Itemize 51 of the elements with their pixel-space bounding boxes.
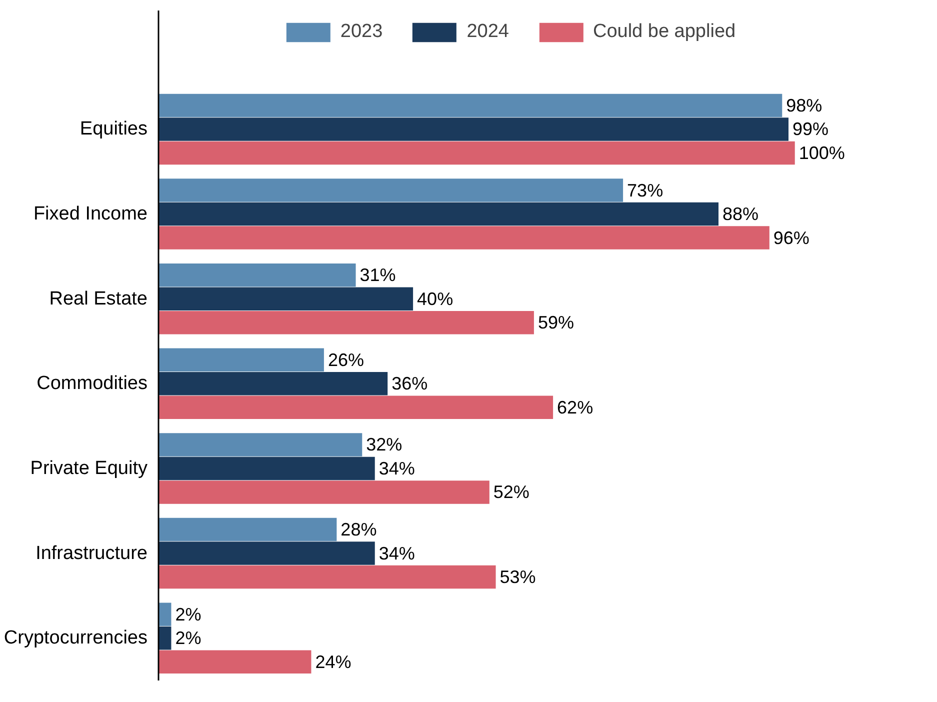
legend-label: 2024 bbox=[466, 21, 509, 43]
data-label: 99% bbox=[792, 119, 829, 140]
y-tick-label: Commodities bbox=[36, 373, 148, 394]
data-label: 2% bbox=[175, 628, 202, 648]
bar bbox=[158, 456, 375, 480]
data-label: 62% bbox=[557, 397, 594, 418]
data-label: 100% bbox=[798, 142, 845, 163]
data-label: 53% bbox=[500, 567, 536, 588]
bar bbox=[158, 650, 312, 674]
bar bbox=[158, 433, 362, 456]
bar bbox=[158, 602, 172, 626]
legend-label: 2023 bbox=[340, 21, 383, 43]
bar bbox=[158, 372, 388, 396]
bar bbox=[158, 348, 324, 372]
data-label: 32% bbox=[366, 434, 402, 455]
bar bbox=[158, 226, 770, 250]
bar bbox=[158, 263, 356, 287]
data-label: 52% bbox=[493, 482, 530, 502]
data-label: 2% bbox=[175, 604, 202, 624]
bar bbox=[158, 542, 375, 565]
data-label: 26% bbox=[328, 350, 364, 370]
data-label: 34% bbox=[378, 543, 415, 564]
data-label: 31% bbox=[360, 265, 396, 286]
bar bbox=[158, 202, 718, 226]
bar bbox=[158, 565, 496, 589]
data-label: 28% bbox=[340, 520, 377, 540]
data-label: 34% bbox=[378, 458, 415, 478]
bar bbox=[158, 310, 534, 334]
y-tick-label: Private Equity bbox=[30, 458, 148, 479]
y-tick-label: Real Estate bbox=[49, 288, 148, 310]
bar bbox=[158, 178, 624, 202]
bar bbox=[158, 518, 337, 542]
bar bbox=[158, 94, 782, 118]
bar bbox=[158, 118, 788, 141]
y-tick-label: Infrastructure bbox=[36, 542, 148, 564]
data-label: 40% bbox=[417, 288, 454, 309]
y-tick-label: Equities bbox=[80, 118, 148, 140]
bar bbox=[158, 287, 414, 310]
y-tick-label: Fixed Income bbox=[33, 204, 148, 225]
y-tick-label: Cryptocurrencies bbox=[4, 628, 148, 649]
data-label: 59% bbox=[538, 312, 574, 333]
data-label: 98% bbox=[786, 95, 822, 116]
data-label: 36% bbox=[392, 374, 428, 394]
bar bbox=[158, 480, 490, 504]
data-label: 24% bbox=[315, 652, 352, 672]
bar bbox=[158, 141, 795, 165]
legend-label: Could be applied bbox=[592, 21, 736, 43]
data-label: 88% bbox=[722, 204, 759, 224]
bar bbox=[158, 396, 554, 420]
data-label: 73% bbox=[627, 180, 664, 200]
data-label: 96% bbox=[773, 228, 810, 248]
